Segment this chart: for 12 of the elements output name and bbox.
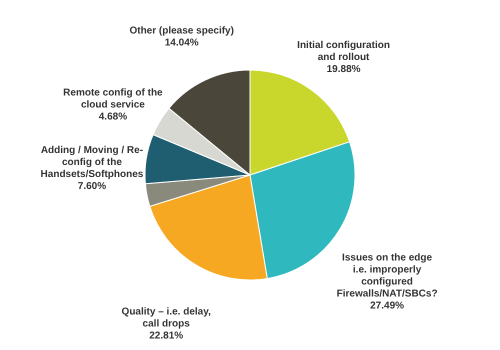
data-label: 22.81% — [149, 330, 184, 342]
slice-label: Adding / Moving / Re-config of the Handsets/Softphones — [40, 145, 144, 180]
data-label: 27.49% — [370, 300, 404, 312]
slice-label: Quality – i.e. delay, call drops — [122, 306, 212, 330]
slice-label: Other (please specify) — [129, 25, 234, 36]
data-label: 14.04% — [164, 37, 199, 48]
data-label: 4.68% — [98, 112, 128, 123]
slice-label: Initial configuration and rollout — [297, 40, 390, 64]
slice-label: Issues on the edge i.e. improperly configured Firewalls/NAT/SBCs? — [336, 252, 438, 300]
slice-label: Remote config of the cloud service — [63, 88, 164, 111]
data-label: 7.60% — [78, 181, 106, 192]
data-label: 19.88% — [326, 64, 361, 76]
